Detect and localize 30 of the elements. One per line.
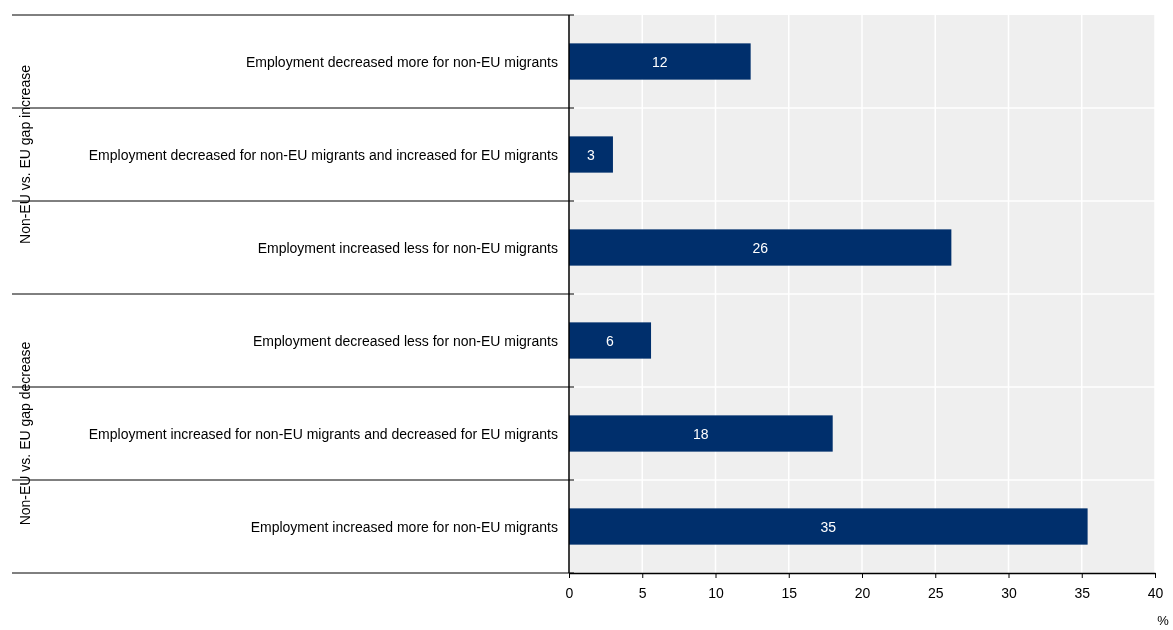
x-tick-label: 15 bbox=[781, 584, 798, 601]
data-label: 12 bbox=[652, 53, 668, 70]
bar bbox=[569, 229, 952, 266]
x-tick-label: 0 bbox=[565, 584, 574, 601]
y-tick-label: Employment decreased less for non-EU migrants bbox=[252, 332, 558, 349]
data-label: 6 bbox=[606, 332, 615, 349]
data-label: 18 bbox=[693, 425, 709, 442]
bar bbox=[569, 415, 833, 452]
y-tick-label: Employment decreased more for non-EU migrants bbox=[245, 53, 558, 70]
x-axis-title: % bbox=[1157, 613, 1170, 628]
x-tick-label: 5 bbox=[638, 584, 647, 601]
data-label: 26 bbox=[752, 239, 769, 256]
y-tick-label: Employment increased for non-EU migrants and decreased for EU migrants bbox=[88, 425, 558, 442]
x-tick-label: 40 bbox=[1147, 584, 1164, 601]
x-tick-label: 10 bbox=[708, 584, 724, 601]
text: Non-EU vs. EU gap decrease bbox=[17, 341, 33, 526]
bar bbox=[569, 136, 613, 173]
x-tick-label: 20 bbox=[854, 584, 871, 601]
y-tick-label: Employment decreased for non-EU migrants and increased for EU migrants bbox=[88, 146, 558, 163]
text: Non-EU vs. EU gap increase bbox=[17, 64, 33, 244]
y-tick-label: Employment increased less for non-EU migrants bbox=[257, 239, 558, 256]
bar bbox=[569, 322, 652, 359]
x-tick-label: 25 bbox=[927, 584, 944, 601]
bar bbox=[569, 508, 1088, 545]
data-label: 35 bbox=[820, 518, 837, 535]
bar bbox=[569, 43, 751, 80]
y-tick-label: Employment increased more for non-EU migrants bbox=[250, 518, 558, 535]
data-label: 3 bbox=[587, 146, 596, 163]
x-tick-label: 35 bbox=[1074, 584, 1091, 601]
x-tick-label: 30 bbox=[1001, 584, 1017, 601]
